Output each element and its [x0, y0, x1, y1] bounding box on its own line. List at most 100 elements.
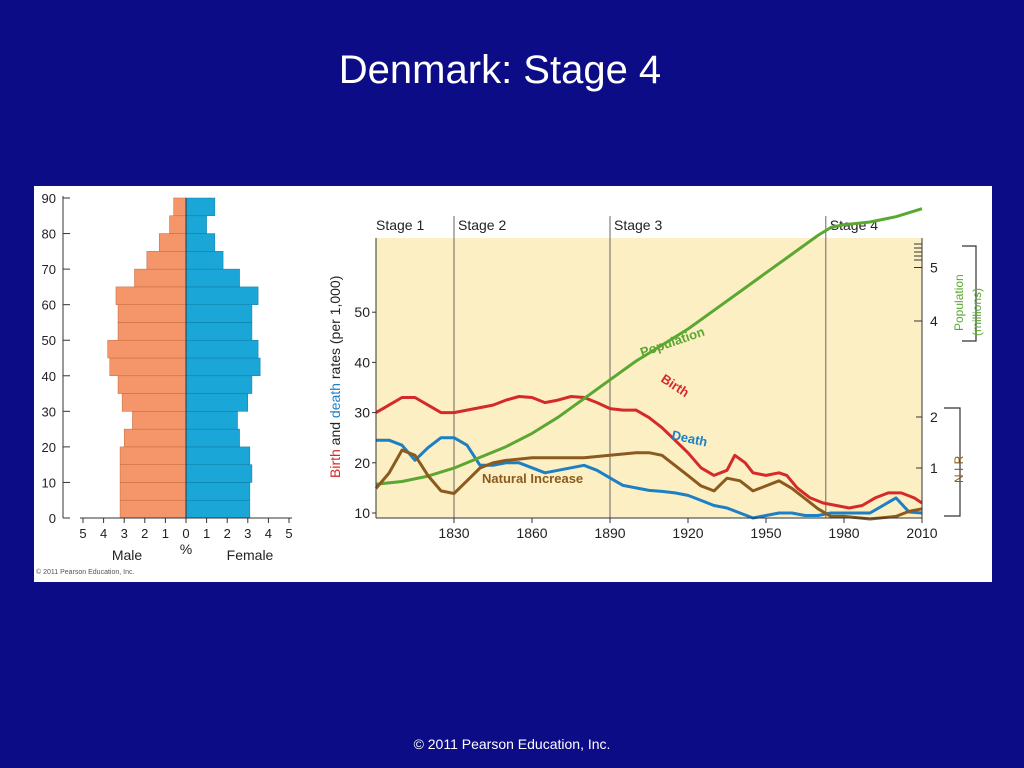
male-bar-30-34 — [121, 393, 187, 412]
percent-tick-label: 4 — [265, 526, 272, 541]
slide-footer: © 2011 Pearson Education, Inc. — [413, 736, 611, 752]
male-bar-10-14 — [119, 464, 187, 483]
natural-increase-line — [374, 448, 923, 521]
female-bar-15-19 — [185, 446, 251, 465]
percent-axis-label: % — [180, 541, 192, 557]
percent-tick-label: 5 — [79, 526, 86, 541]
age-tick-label: 0 — [49, 511, 56, 526]
female-bar-50-54 — [185, 322, 253, 341]
percent-tick-label: 1 — [203, 526, 210, 541]
male-bar-15-19 — [119, 446, 187, 465]
year-tick-label: 1950 — [750, 525, 781, 541]
stage-label: Stage 2 — [458, 217, 506, 233]
percent-tick-label: 3 — [121, 526, 128, 541]
slide-title: Denmark: Stage 4 — [338, 48, 662, 92]
female-bar-20-24 — [185, 428, 240, 448]
male-bar-85-89 — [173, 197, 187, 217]
age-tick-label: 90 — [42, 191, 56, 206]
female-bar-5-9 — [185, 482, 251, 501]
nir-axis-title: N I R — [952, 455, 966, 483]
year-tick-label: 1890 — [594, 525, 625, 541]
population-tick-label: 4 — [930, 313, 938, 329]
female-bar-35-39 — [185, 375, 253, 394]
male-bar-0-4 — [119, 499, 187, 519]
female-bar-55-59 — [185, 304, 253, 323]
age-tick-label: 10 — [42, 475, 56, 490]
percent-tick-label: 0 — [182, 526, 189, 541]
male-bar-80-84 — [169, 215, 187, 234]
female-bar-85-89 — [185, 197, 216, 217]
age-tick-label: 40 — [42, 369, 56, 384]
male-bar-50-54 — [117, 322, 187, 341]
rate-tick-label: 50 — [354, 304, 370, 320]
death-series-label: Death — [670, 427, 709, 449]
year-tick-label: 1980 — [828, 525, 859, 541]
age-tick-label: 30 — [42, 404, 56, 419]
male-bar-35-39 — [117, 375, 187, 394]
population-bracket — [962, 245, 977, 342]
percent-tick-label: 3 — [244, 526, 251, 541]
rate-tick-label: 30 — [354, 405, 370, 421]
female-axis-label: Female — [227, 547, 274, 563]
female-bar-30-34 — [185, 393, 249, 412]
female-bar-60-64 — [185, 286, 259, 305]
male-bar-5-9 — [119, 482, 187, 501]
male-bar-65-69 — [134, 268, 187, 288]
year-tick-label: 2010 — [906, 525, 937, 541]
female-bar-45-49 — [185, 339, 259, 359]
male-bar-55-59 — [117, 304, 187, 323]
population-line — [375, 207, 923, 486]
male-bar-40-44 — [109, 357, 187, 377]
population-tick-label: 5 — [930, 260, 938, 276]
female-bar-65-69 — [185, 268, 240, 288]
population-unit-title: (millions) — [970, 288, 984, 336]
age-tick-label: 70 — [42, 262, 56, 277]
figure-credit: © 2011 Pearson Education, Inc. — [36, 568, 134, 576]
percent-tick-label: 1 — [162, 526, 169, 541]
male-bar-60-64 — [115, 286, 187, 305]
birth-word: Birth — [327, 449, 343, 478]
rate-tick-label: 20 — [354, 455, 370, 471]
female-bar-75-79 — [185, 233, 216, 252]
plot-area — [376, 238, 922, 518]
percent-tick-label: 5 — [285, 526, 292, 541]
death-word: death — [327, 383, 343, 418]
female-bar-0-4 — [185, 499, 251, 519]
female-bar-10-14 — [185, 464, 253, 483]
death-line — [376, 436, 923, 520]
birth-line — [375, 395, 923, 510]
male-bar-25-29 — [132, 411, 187, 430]
stage-header-strip — [376, 216, 922, 238]
male-bar-45-49 — [107, 339, 187, 359]
age-tick-label: 50 — [42, 333, 56, 348]
nir-bracket — [944, 407, 961, 517]
demographic-transition-chart: Stage 1 Stage 2 Stage 3 Stage 4 1830 1860 189… — [327, 207, 984, 541]
rates-unit-words: rates (per 1,000) — [327, 276, 343, 383]
percent-tick-label: 2 — [224, 526, 231, 541]
rate-tick-label: 10 — [354, 505, 370, 521]
female-bar-40-44 — [185, 357, 261, 377]
age-tick-label: 20 — [42, 440, 56, 455]
female-bar-70-74 — [185, 251, 224, 270]
population-axis-title: Population — [952, 274, 966, 331]
rates-axis-title: Birth and death rates (per 1,000) — [327, 276, 343, 478]
male-axis-label: Male — [112, 547, 143, 563]
year-tick-label: 1920 — [672, 525, 703, 541]
stage-label: Stage 3 — [614, 217, 662, 233]
age-tick-label: 60 — [42, 298, 56, 313]
female-bar-25-29 — [185, 411, 238, 430]
male-bar-20-24 — [123, 428, 187, 448]
rate-tick-label: 40 — [354, 354, 370, 370]
female-bar-80-84 — [185, 215, 207, 234]
age-tick-label: 80 — [42, 227, 56, 242]
percent-tick-label: 2 — [141, 526, 148, 541]
nir-tick-label: 2 — [930, 409, 938, 425]
year-tick-label: 1860 — [516, 525, 547, 541]
nir-tick-label: 1 — [930, 460, 938, 476]
natural-increase-series-label: Natural Increase — [482, 471, 583, 486]
percent-tick-label: 4 — [100, 526, 107, 541]
and-word: and — [327, 418, 343, 449]
